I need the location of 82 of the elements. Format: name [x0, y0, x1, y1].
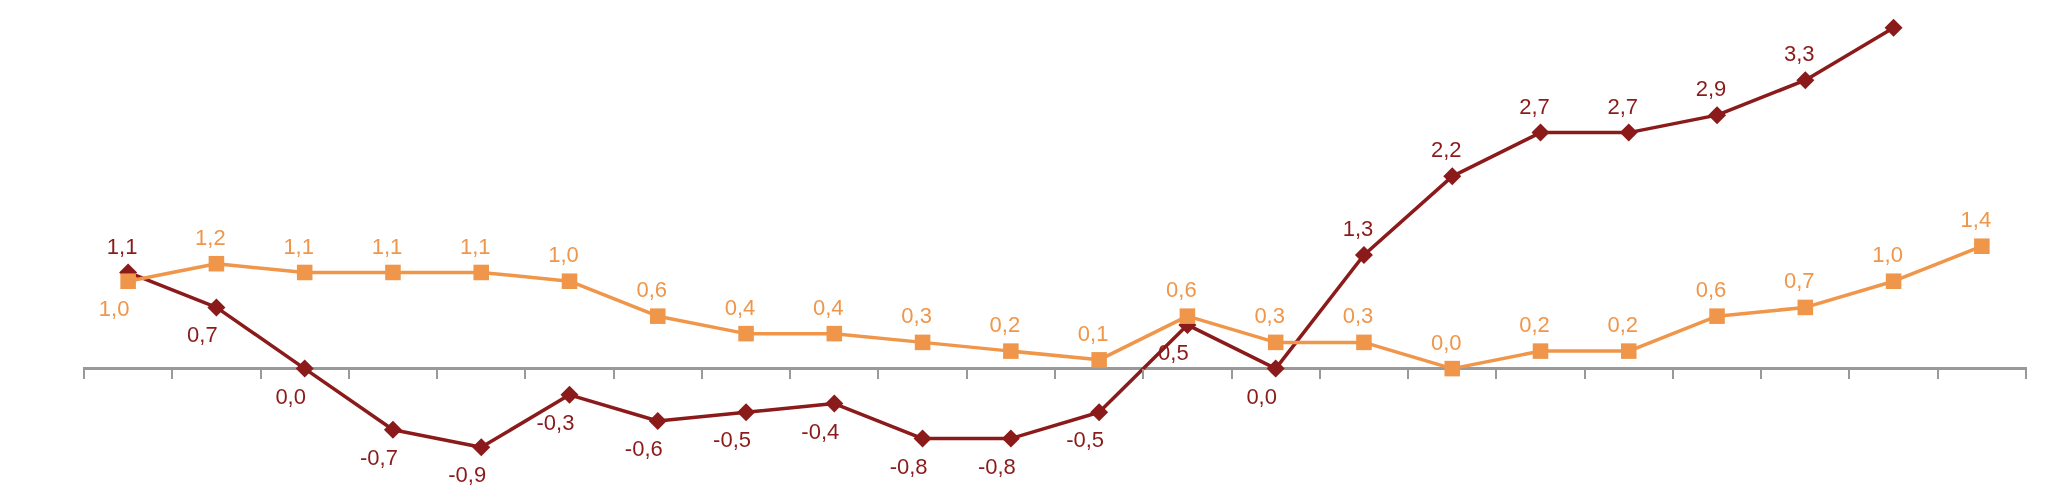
data-label: 1,1 [459, 233, 491, 259]
point [1001, 429, 1020, 448]
point [826, 325, 843, 342]
point [1003, 343, 1019, 359]
data-label: -0,9 [448, 462, 487, 488]
data-label: 1,2 [195, 224, 226, 250]
data-label: -0,5 [1066, 427, 1105, 453]
data-label: -0,4 [801, 418, 840, 444]
data-label: 1,0 [1872, 242, 1903, 268]
data-label: 1,4 [1960, 207, 1992, 233]
point [1621, 343, 1637, 359]
data-label: 2,9 [1695, 76, 1727, 102]
data-label: 0,2 [989, 312, 1021, 338]
point [1356, 334, 1372, 351]
point [1619, 123, 1638, 142]
point [1090, 403, 1109, 422]
data-label: 3,3 [1784, 41, 1815, 67]
point [1267, 334, 1284, 351]
data-label: -0,6 [624, 436, 663, 462]
point [1444, 360, 1461, 377]
point [296, 264, 313, 281]
data-label: 1,1 [371, 233, 403, 259]
data-label: 0,0 [275, 383, 306, 409]
point [1885, 273, 1902, 289]
point [648, 412, 667, 431]
point [561, 273, 578, 289]
point [473, 264, 490, 281]
data-label: 2,7 [1607, 93, 1639, 119]
data-label: 1,1 [106, 233, 138, 259]
point [1532, 343, 1549, 359]
data-label: 0,2 [1607, 312, 1639, 338]
data-label: 0,3 [1342, 303, 1374, 329]
data-label: 0,1 [1077, 320, 1109, 346]
point [120, 273, 136, 289]
point [913, 429, 932, 448]
point [914, 334, 931, 351]
data-label: 0,6 [636, 277, 668, 303]
point [1091, 352, 1107, 368]
data-label: 0,0 [1246, 383, 1277, 409]
point [737, 403, 756, 422]
point [1709, 308, 1725, 324]
point [738, 325, 754, 342]
point [1266, 359, 1285, 378]
point [650, 308, 666, 324]
data-label: 1,0 [98, 296, 130, 322]
data-label: 0,4 [724, 294, 756, 320]
data-label: 0,6 [1695, 277, 1727, 303]
data-label: 2,2 [1430, 137, 1462, 163]
point [1884, 18, 1903, 37]
point [1179, 308, 1196, 324]
point [472, 438, 491, 457]
data-label: 1,0 [548, 242, 579, 268]
data-label: 0,3 [901, 303, 932, 329]
point [1796, 71, 1815, 90]
data-label: -0,7 [359, 444, 398, 470]
point [1354, 245, 1373, 264]
point [383, 420, 402, 439]
data-label: 1,3 [1342, 216, 1374, 242]
data-label: -0,5 [713, 427, 752, 453]
data-label: 2,7 [1519, 93, 1550, 119]
point [1708, 106, 1727, 125]
data-label: 0,4 [813, 294, 844, 320]
data-label: 0,2 [1519, 312, 1550, 338]
data-label: -0,3 [536, 409, 575, 435]
data-label: 0,0 [1430, 329, 1462, 355]
point [1531, 123, 1550, 142]
point [385, 264, 401, 281]
point [1974, 238, 1990, 255]
point [560, 385, 579, 404]
point [1443, 167, 1462, 186]
data-label: 0,7 [1784, 268, 1815, 294]
point [1797, 299, 1814, 316]
data-label: 1,1 [283, 233, 314, 259]
data-label: 0,7 [187, 322, 218, 348]
data-label: 0,6 [1166, 277, 1197, 303]
point [208, 255, 225, 272]
point [295, 359, 314, 378]
data-label: -0,8 [977, 453, 1016, 479]
data-label: -0,8 [889, 453, 928, 479]
data-label: 0,3 [1254, 303, 1285, 329]
point [825, 394, 844, 413]
point [207, 298, 226, 317]
